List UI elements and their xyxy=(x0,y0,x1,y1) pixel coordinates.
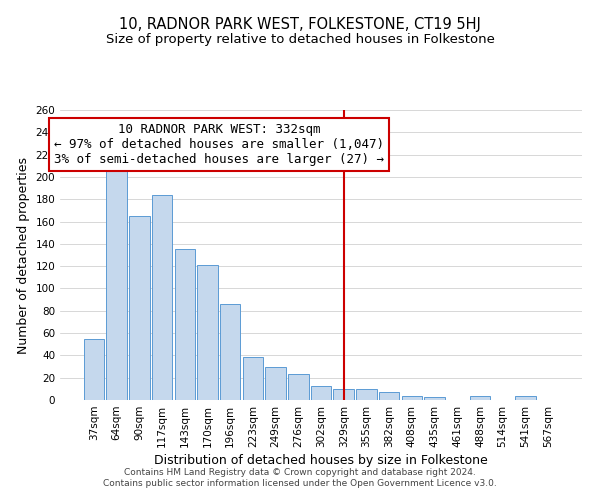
Bar xyxy=(84,338,104,400)
Bar xyxy=(379,392,400,400)
Text: Contains HM Land Registry data © Crown copyright and database right 2024.
Contai: Contains HM Land Registry data © Crown c… xyxy=(103,468,497,487)
Bar xyxy=(175,250,195,400)
Bar xyxy=(265,366,286,400)
Bar xyxy=(129,216,149,400)
Bar xyxy=(197,265,218,400)
Bar xyxy=(470,396,490,400)
Bar xyxy=(424,396,445,400)
Y-axis label: Number of detached properties: Number of detached properties xyxy=(17,156,30,354)
X-axis label: Distribution of detached houses by size in Folkestone: Distribution of detached houses by size … xyxy=(154,454,488,467)
Text: Size of property relative to detached houses in Folkestone: Size of property relative to detached ho… xyxy=(106,32,494,46)
Bar xyxy=(106,172,127,400)
Bar xyxy=(311,386,331,400)
Text: 10 RADNOR PARK WEST: 332sqm
← 97% of detached houses are smaller (1,047)
3% of s: 10 RADNOR PARK WEST: 332sqm ← 97% of det… xyxy=(54,124,384,166)
Bar xyxy=(288,374,308,400)
Text: 10, RADNOR PARK WEST, FOLKESTONE, CT19 5HJ: 10, RADNOR PARK WEST, FOLKESTONE, CT19 5… xyxy=(119,18,481,32)
Bar xyxy=(152,195,172,400)
Bar xyxy=(401,396,422,400)
Bar xyxy=(356,389,377,400)
Bar xyxy=(515,396,536,400)
Bar xyxy=(220,304,241,400)
Bar xyxy=(334,389,354,400)
Bar xyxy=(242,356,263,400)
